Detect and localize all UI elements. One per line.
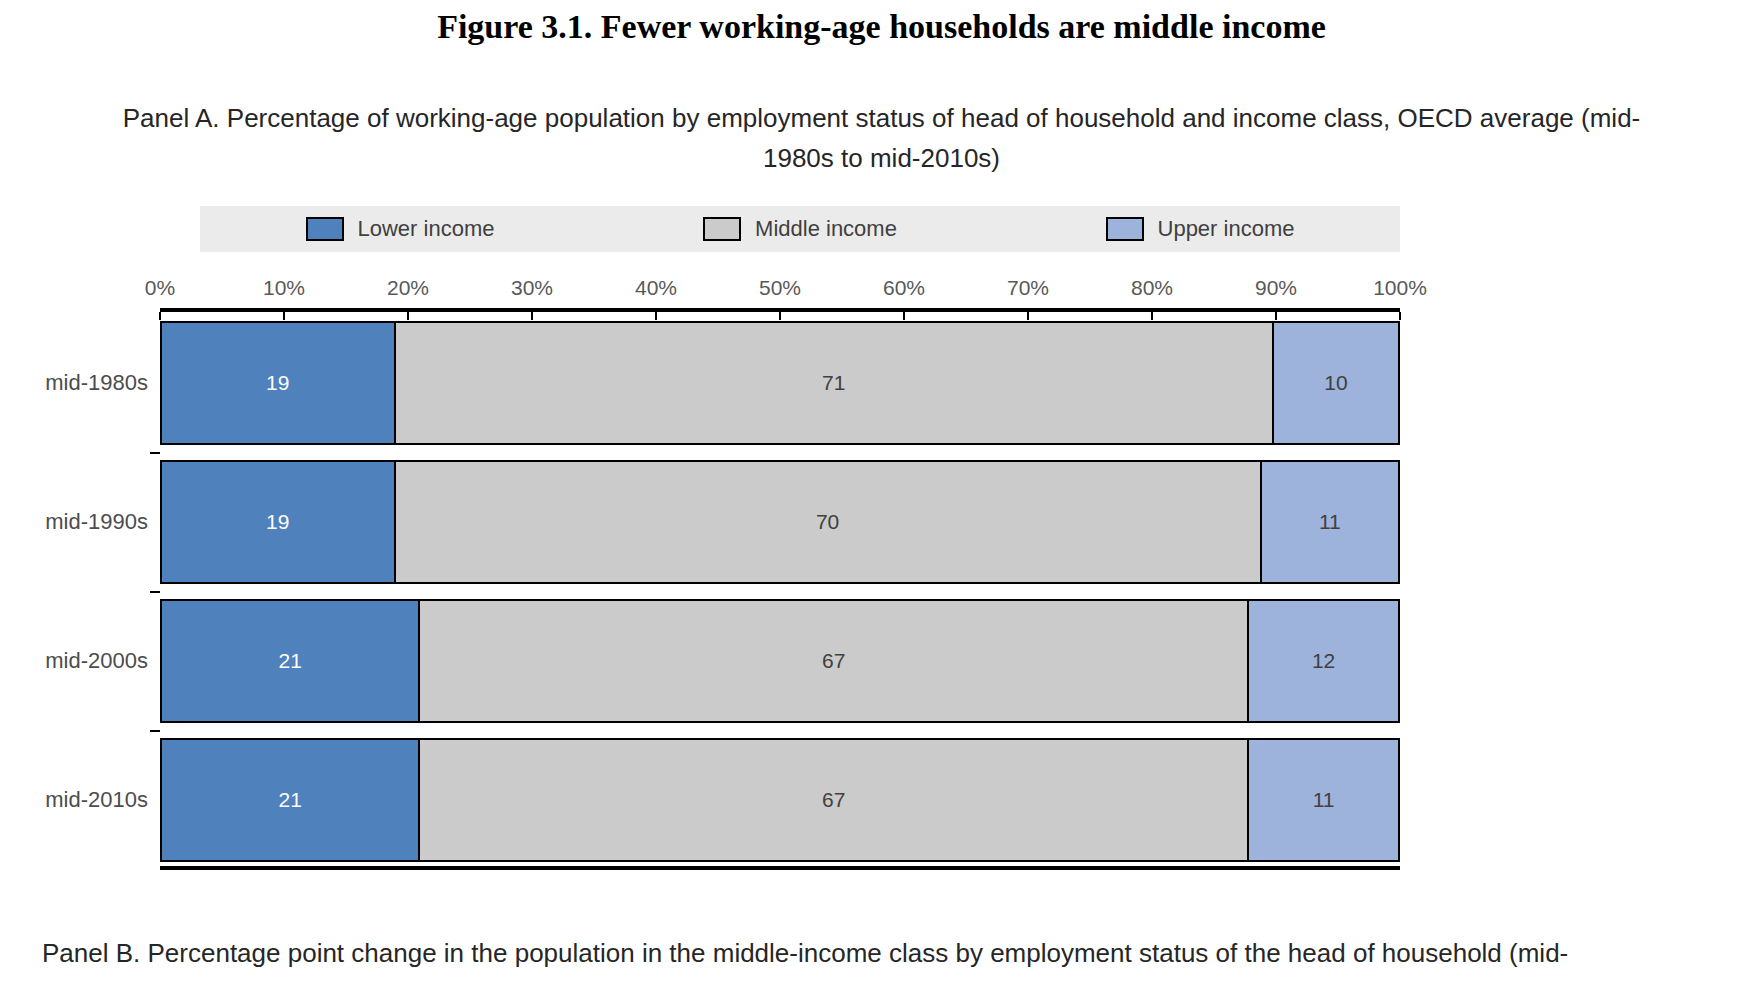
x-axis-tick-icon bbox=[283, 312, 285, 320]
legend-swatch-middle-income-icon bbox=[703, 217, 741, 241]
bar-segment-middle-income: 67 bbox=[418, 599, 1249, 723]
legend-item-middle-income: Middle income bbox=[600, 216, 1000, 242]
x-axis-tick-label: 20% bbox=[387, 276, 429, 300]
bar-segment-upper-income: 10 bbox=[1272, 321, 1400, 445]
bar-segment-middle-income: 67 bbox=[418, 738, 1249, 862]
figure-page: Figure 3.1. Fewer working-age households… bbox=[0, 8, 1763, 969]
bar-segment-lower-income: 19 bbox=[160, 321, 396, 445]
bar-value-label: 10 bbox=[1324, 371, 1347, 395]
bar-value-label: 70 bbox=[816, 510, 839, 534]
bar-row-mid-2000s: mid-2000s216712 bbox=[160, 599, 1400, 723]
legend-item-lower-income: Lower income bbox=[200, 216, 600, 242]
x-axis-tick-label: 10% bbox=[263, 276, 305, 300]
legend-swatch-upper-income-icon bbox=[1106, 217, 1144, 241]
bar-segment-lower-income: 19 bbox=[160, 460, 396, 584]
category-label: mid-1990s bbox=[45, 509, 148, 535]
category-label: mid-1980s bbox=[45, 370, 148, 396]
x-axis-tick-icon bbox=[1275, 312, 1277, 320]
x-axis-tick-label: 60% bbox=[883, 276, 925, 300]
y-axis-gap-tick-icon bbox=[150, 452, 160, 454]
x-axis-tick-label: 50% bbox=[759, 276, 801, 300]
panel-a-caption: Panel A. Percentage of working-age popul… bbox=[0, 98, 1763, 178]
x-axis-tick-icon bbox=[1151, 312, 1153, 320]
x-axis-tick-icon bbox=[407, 312, 409, 320]
bar-value-label: 21 bbox=[279, 649, 302, 673]
x-axis-tick-icon bbox=[779, 312, 781, 320]
panel-b-caption: Panel B. Percentage point change in the … bbox=[42, 938, 1763, 969]
x-axis-labels: 0%10%20%30%40%50%60%70%80%90%100% bbox=[160, 276, 1400, 302]
bar-segments: 19 71 10 bbox=[160, 321, 1400, 445]
bar-value-label: 19 bbox=[266, 510, 289, 534]
bar-value-label: 11 bbox=[1319, 510, 1341, 534]
x-axis-tick-icon bbox=[1027, 312, 1029, 320]
x-axis-tick-label: 80% bbox=[1131, 276, 1173, 300]
x-axis-tick-icon bbox=[159, 312, 161, 320]
y-axis-gap-tick-icon bbox=[150, 591, 160, 593]
x-axis-tick-label: 90% bbox=[1255, 276, 1297, 300]
x-axis-tick-icon bbox=[903, 312, 905, 320]
bar-segment-lower-income: 21 bbox=[160, 738, 420, 862]
legend-swatch-lower-income-icon bbox=[306, 217, 344, 241]
x-axis-tick-label: 40% bbox=[635, 276, 677, 300]
x-axis-tick-label: 70% bbox=[1007, 276, 1049, 300]
bar-value-label: 21 bbox=[279, 788, 302, 812]
bar-segment-upper-income: 12 bbox=[1247, 599, 1400, 723]
chart-bottom-line bbox=[160, 866, 1400, 870]
y-axis-gap-tick-icon bbox=[150, 730, 160, 732]
bar-segments: 21 67 11 bbox=[160, 738, 1400, 862]
x-axis-tick-icon bbox=[531, 312, 533, 320]
figure-title: Figure 3.1. Fewer working-age households… bbox=[0, 8, 1763, 46]
bar-segment-middle-income: 71 bbox=[394, 321, 1274, 445]
bar-segments: 21 67 12 bbox=[160, 599, 1400, 723]
x-axis-tick-label: 30% bbox=[511, 276, 553, 300]
legend-item-upper-income: Upper income bbox=[1000, 216, 1400, 242]
legend: Lower income Middle income Upper income bbox=[200, 206, 1400, 252]
panel-a-caption-line1: Panel A. Percentage of working-age popul… bbox=[0, 98, 1763, 138]
bar-value-label: 67 bbox=[822, 788, 845, 812]
bar-value-label: 71 bbox=[822, 371, 845, 395]
x-axis-tick-label: 100% bbox=[1373, 276, 1427, 300]
bar-value-label: 67 bbox=[822, 649, 845, 673]
bar-segment-middle-income: 70 bbox=[394, 460, 1262, 584]
panel-a-caption-line2: 1980s to mid-2010s) bbox=[0, 138, 1763, 178]
bar-row-mid-2010s: mid-2010s216711 bbox=[160, 738, 1400, 862]
bar-value-label: 19 bbox=[266, 371, 289, 395]
bar-row-mid-1990s: mid-1990s197011 bbox=[160, 460, 1400, 584]
legend-label-middle-income: Middle income bbox=[755, 216, 897, 242]
x-axis-tick-label: 0% bbox=[145, 276, 175, 300]
x-axis-line bbox=[160, 308, 1400, 320]
bar-segment-upper-income: 11 bbox=[1247, 738, 1400, 862]
bar-value-label: 12 bbox=[1312, 649, 1335, 673]
legend-label-upper-income: Upper income bbox=[1158, 216, 1295, 242]
bar-rows: mid-1980s197110mid-1990s197011mid-2000s2… bbox=[160, 321, 1400, 862]
legend-label-lower-income: Lower income bbox=[358, 216, 495, 242]
x-axis-tick-icon bbox=[655, 312, 657, 320]
bar-segments: 19 70 11 bbox=[160, 460, 1400, 584]
category-label: mid-2000s bbox=[45, 648, 148, 674]
bar-row-mid-1980s: mid-1980s197110 bbox=[160, 321, 1400, 445]
x-axis-tick-icon bbox=[1399, 312, 1401, 320]
category-label: mid-2010s bbox=[45, 787, 148, 813]
chart-panel-a: 0%10%20%30%40%50%60%70%80%90%100% mid-19… bbox=[160, 276, 1400, 870]
bar-value-label: 11 bbox=[1313, 788, 1335, 812]
bar-segment-lower-income: 21 bbox=[160, 599, 420, 723]
bar-segment-upper-income: 11 bbox=[1260, 460, 1400, 584]
